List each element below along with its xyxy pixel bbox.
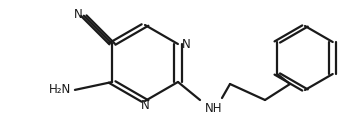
Text: N: N (141, 99, 149, 112)
Text: N: N (74, 8, 83, 21)
Text: N: N (181, 38, 190, 51)
Text: NH: NH (205, 102, 222, 115)
Text: H₂N: H₂N (49, 83, 71, 96)
